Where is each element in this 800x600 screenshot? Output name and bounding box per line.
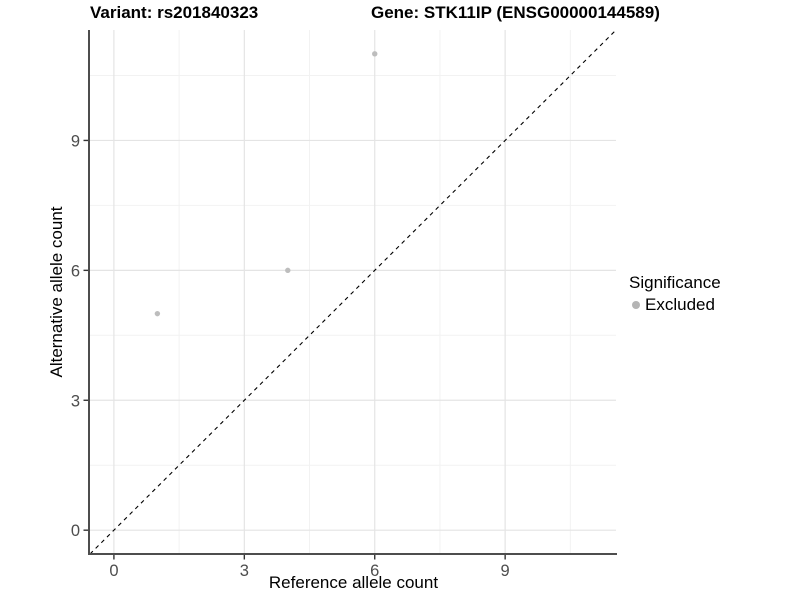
plot-title-variant: Variant: rs201840323 (90, 3, 259, 22)
data-point (372, 51, 378, 57)
y-axis-title-text: Alternative allele count (47, 206, 66, 378)
legend-title: Significance (629, 273, 721, 292)
y-tick-label: 3 (71, 392, 80, 410)
legend-item-excluded: Excluded (629, 295, 721, 315)
legend-item-label: Excluded (645, 295, 715, 314)
x-tick-label: 9 (501, 562, 510, 580)
x-tick-label: 3 (240, 562, 249, 580)
x-tick-label: 0 (109, 562, 118, 580)
data-point (285, 267, 291, 274)
data-point (154, 310, 161, 317)
y-tick-label: 9 (71, 132, 80, 150)
y-tick-label: 0 (71, 522, 80, 540)
identity-line (89, 29, 617, 555)
legend-point-icon (632, 301, 640, 309)
x-tick-label: 6 (370, 562, 379, 580)
x-axis-title: Reference allele count (268, 573, 439, 592)
plot-title-gene: Gene: STK11IP (ENSG00000144589) (371, 3, 660, 22)
y-tick-label: 6 (71, 262, 80, 280)
legend: Significance Excluded (629, 273, 721, 315)
